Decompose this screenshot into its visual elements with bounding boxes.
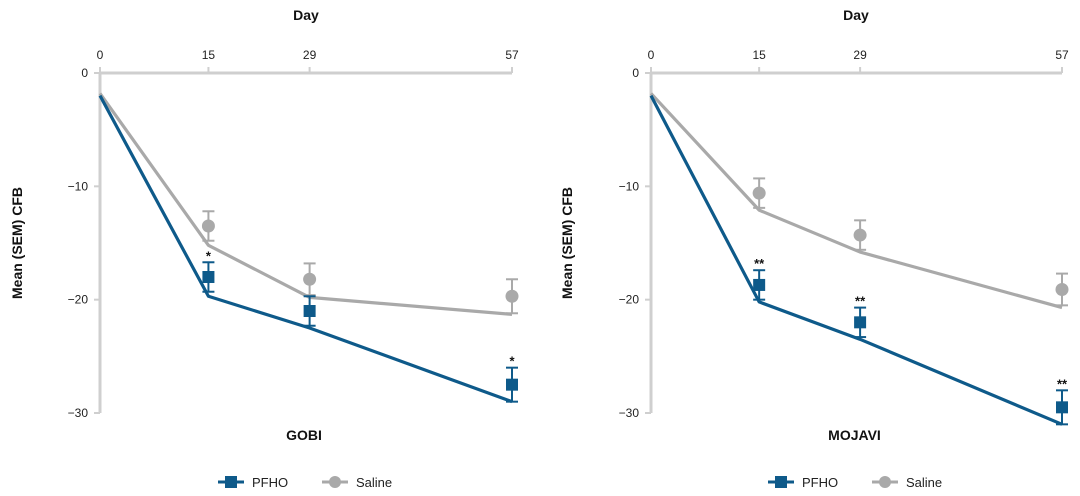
panel-title: MOJAVI <box>828 427 881 443</box>
legend: PFHO Saline <box>768 475 942 490</box>
data-point-saline <box>1055 282 1069 296</box>
significance-marker: ** <box>754 256 765 271</box>
panel-title: GOBI <box>286 427 322 443</box>
y-tick-label: 0 <box>632 66 639 80</box>
legend-marker-saline <box>329 476 341 488</box>
legend-label-pfho: PFHO <box>802 475 838 490</box>
y-tick-label: −10 <box>619 179 640 193</box>
data-point-saline <box>752 186 766 200</box>
series-line-saline <box>98 92 513 316</box>
y-tick-label: −20 <box>68 293 89 307</box>
data-point-saline <box>303 272 317 286</box>
significance-marker: * <box>206 248 212 263</box>
x-tick-label: 57 <box>505 48 519 62</box>
x-tick-label: 15 <box>752 48 766 62</box>
y-axis-title: Mean (SEM) CFB <box>9 187 25 299</box>
series-pfho: ** <box>98 94 518 404</box>
legend-label-saline: Saline <box>906 475 942 490</box>
data-point-saline <box>505 289 519 303</box>
y-tick-label: −30 <box>619 406 640 420</box>
significance-marker: ** <box>1057 376 1068 391</box>
legend-marker-pfho <box>775 476 787 488</box>
data-point-pfho <box>1056 401 1068 414</box>
series-saline <box>98 92 519 316</box>
x-tick-label: 0 <box>97 48 104 62</box>
legend: PFHO Saline <box>218 475 392 490</box>
x-tick-label: 0 <box>648 48 655 62</box>
significance-marker: ** <box>855 294 866 309</box>
series-pfho: ** ** ** <box>649 94 1068 426</box>
x-axis-title: Day <box>843 7 869 23</box>
legend-label-pfho: PFHO <box>252 475 288 490</box>
x-tick-label: 29 <box>853 48 867 62</box>
legend-label-saline: Saline <box>356 475 392 490</box>
y-axis-title: Mean (SEM) CFB <box>559 187 575 299</box>
data-point-pfho <box>202 271 215 283</box>
series-saline <box>649 92 1069 310</box>
series-line-pfho <box>649 94 1063 426</box>
y-tick-label: −10 <box>68 179 89 193</box>
y-tick-label: −30 <box>68 406 89 420</box>
x-tick-label: 29 <box>303 48 317 62</box>
legend-marker-pfho <box>225 476 237 488</box>
x-tick-label: 57 <box>1055 48 1069 62</box>
x-tick-label: 15 <box>202 48 216 62</box>
data-point-saline <box>853 228 867 242</box>
data-point-pfho <box>506 378 518 391</box>
data-point-pfho <box>854 316 867 329</box>
x-axis-title: Day <box>293 7 319 23</box>
series-line-pfho <box>98 94 513 404</box>
data-point-saline <box>201 219 215 233</box>
series-line-saline <box>649 92 1063 310</box>
data-point-pfho <box>303 305 316 317</box>
y-tick-label: 0 <box>81 66 88 80</box>
y-tick-label: −20 <box>619 293 640 307</box>
chart-panel-mojavi: 0 15 29 57 0 −10 −20 −30 Day Mean (SEM) CFB MOJAVI… <box>559 7 1069 490</box>
significance-marker: * <box>509 354 515 369</box>
data-point-pfho <box>753 278 766 291</box>
legend-marker-saline <box>879 476 891 488</box>
